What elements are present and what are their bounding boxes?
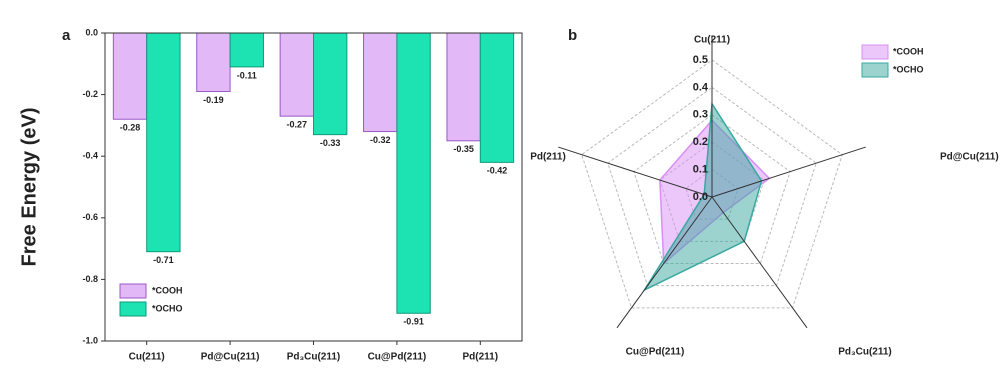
grid-ring [633, 114, 791, 265]
axis-label: Cu@Pd(211) [626, 347, 685, 358]
value-label: -0.19 [203, 95, 224, 105]
x-tick-label: Pd₃Cu(211) [287, 352, 341, 363]
legend-swatch [861, 44, 889, 60]
bar [363, 32, 398, 133]
legend-swatch [119, 301, 147, 317]
x-tick-label: Cu@Pd(211) [368, 352, 427, 363]
r-tick-label: 0.1 [693, 164, 708, 176]
r-tick-label: 0.4 [693, 81, 709, 93]
spoke [711, 146, 866, 198]
grid-ring [581, 59, 843, 309]
y-tick-label: -0.8 [82, 274, 98, 284]
y-tick-label: 0.0 [85, 27, 98, 37]
bar [396, 32, 431, 314]
legend-label: *COOH [893, 46, 924, 56]
value-label: -0.91 [403, 317, 424, 327]
y-tick-label: -0.2 [82, 89, 98, 99]
legend-label: *OCHO [152, 303, 183, 313]
value-label: -0.42 [487, 166, 508, 176]
r-tick-label: 0.2 [693, 136, 708, 148]
r-tick-label: 0.3 [693, 109, 708, 121]
plot-frame [104, 32, 523, 342]
spoke [616, 196, 713, 329]
y-tick-label: -1.0 [82, 335, 98, 345]
bar [229, 32, 264, 68]
x-tick-label: Pd@Cu(211) [201, 352, 260, 363]
bar [196, 32, 231, 93]
bar [313, 32, 348, 136]
value-label: -0.33 [320, 138, 341, 148]
spoke [711, 196, 808, 329]
axis-label: Pd(211) [530, 152, 566, 163]
y-tick-label: -0.6 [82, 212, 98, 222]
y-tick-label: -0.4 [82, 151, 98, 161]
x-tick-label: Cu(211) [129, 352, 165, 363]
value-label: -0.71 [153, 255, 174, 265]
panel-label: b [568, 27, 577, 44]
panel-label: a [62, 27, 71, 44]
y-axis-label: Free Energy (eV) [18, 108, 40, 267]
grid-ring [607, 86, 817, 287]
value-label: -0.35 [453, 144, 474, 154]
legend-swatch [119, 283, 147, 299]
legend-swatch [861, 62, 889, 78]
axis-label: Pd₃Cu(211) [838, 347, 892, 358]
x-tick-label: Pd(211) [463, 352, 499, 363]
legend-label: *OCHO [893, 64, 924, 74]
value-label: -0.27 [287, 120, 308, 130]
value-label: -0.28 [120, 123, 141, 133]
axis-label: Pd@Cu(211) [940, 152, 999, 163]
value-label: -0.32 [370, 135, 391, 145]
bar [279, 32, 315, 117]
spoke [558, 146, 713, 198]
radar-area [642, 101, 763, 292]
bar [479, 32, 515, 163]
bar [146, 32, 181, 253]
bar [112, 32, 148, 120]
r-tick-label: 0.5 [693, 54, 708, 66]
axis-label: Cu(211) [694, 35, 730, 46]
value-label: -0.11 [237, 70, 257, 80]
r-tick-label: 0.0 [693, 191, 708, 203]
legend-label: *COOH [152, 285, 183, 295]
bar [446, 32, 481, 142]
